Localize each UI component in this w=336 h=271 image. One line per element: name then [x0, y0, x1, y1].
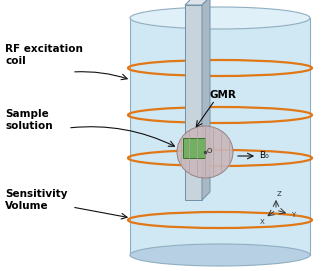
- Bar: [185, 5, 202, 200]
- Polygon shape: [202, 0, 210, 200]
- Bar: [130, 18, 310, 255]
- Text: Sensitivity
Volume: Sensitivity Volume: [5, 189, 68, 211]
- Bar: [183, 138, 205, 158]
- Text: O: O: [207, 148, 212, 154]
- Text: Z: Z: [277, 191, 282, 197]
- Text: X: X: [260, 219, 265, 225]
- Text: RF excitation
coil: RF excitation coil: [5, 44, 83, 66]
- Ellipse shape: [177, 126, 233, 178]
- Polygon shape: [185, 0, 210, 5]
- Text: GMR: GMR: [210, 90, 237, 100]
- Text: Y: Y: [291, 212, 295, 218]
- Text: Sample
solution: Sample solution: [5, 109, 53, 131]
- Ellipse shape: [130, 244, 310, 266]
- Text: B₀: B₀: [259, 151, 269, 160]
- Ellipse shape: [130, 7, 310, 29]
